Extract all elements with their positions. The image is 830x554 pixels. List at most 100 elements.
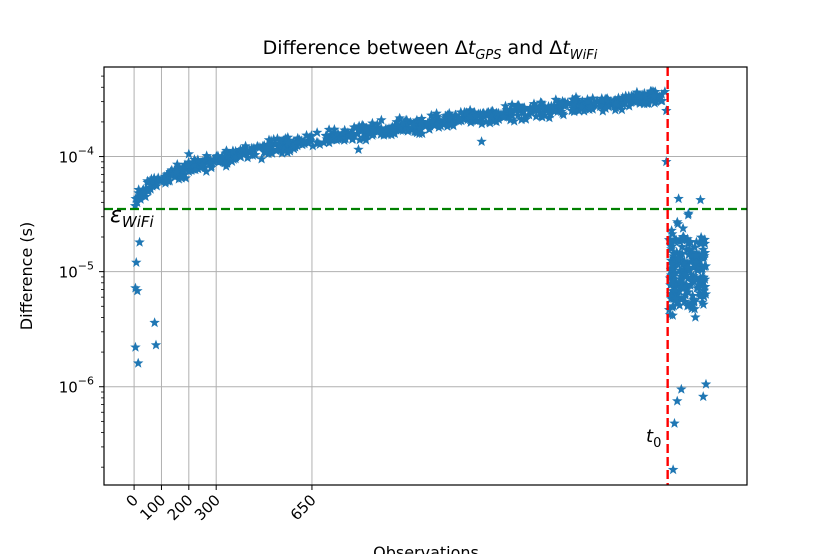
data-point (301, 129, 312, 140)
data-point (415, 123, 426, 133)
data-point (400, 114, 412, 125)
data-point (654, 91, 665, 102)
data-point (486, 111, 497, 122)
data-point (516, 114, 527, 125)
data-point (671, 246, 682, 257)
data-point (697, 248, 708, 259)
data-point (159, 171, 171, 181)
data-point (288, 136, 299, 147)
data-point (477, 113, 488, 124)
data-point (688, 262, 699, 272)
data-point (666, 259, 677, 270)
data-point (605, 99, 616, 110)
data-point (663, 234, 675, 245)
reference-lines (104, 67, 747, 485)
data-point (536, 108, 548, 119)
data-point (130, 341, 141, 352)
data-point (314, 139, 326, 149)
data-point (151, 180, 162, 191)
data-point (683, 209, 694, 220)
data-point (450, 109, 462, 120)
x-axis-label: Observations (373, 543, 479, 554)
data-point (348, 121, 360, 132)
data-point (464, 104, 476, 115)
data-point (130, 282, 141, 293)
data-point (318, 137, 329, 148)
data-point (688, 276, 699, 286)
data-point (390, 119, 401, 130)
data-point (672, 216, 683, 227)
data-point (192, 154, 204, 165)
data-point (668, 300, 679, 311)
data-point (517, 102, 529, 113)
x-tick-label: 200 (164, 491, 197, 524)
data-point (149, 317, 160, 328)
data-point (505, 114, 516, 125)
data-point (665, 236, 677, 247)
data-point (465, 111, 477, 121)
data-point (698, 282, 709, 292)
data-point (334, 132, 346, 143)
data-point (673, 193, 684, 204)
data-point (663, 304, 675, 315)
data-point (197, 156, 209, 166)
data-point (278, 144, 290, 155)
vline-label: t0 (646, 426, 661, 451)
y-axis-label: Difference (s) (17, 222, 36, 330)
data-point (172, 159, 183, 169)
data-point (600, 93, 611, 104)
data-point (530, 111, 542, 121)
data-point (373, 124, 384, 135)
data-point (631, 96, 643, 107)
data-point (196, 159, 208, 170)
data-point (468, 107, 479, 118)
data-point (426, 109, 437, 120)
data-point (146, 173, 157, 184)
data-point (666, 269, 677, 280)
data-point (675, 282, 686, 292)
data-point (656, 88, 667, 99)
data-point (470, 110, 481, 121)
data-point (477, 108, 488, 119)
data-point (227, 145, 239, 156)
data-point (549, 102, 560, 112)
data-point (274, 135, 286, 146)
data-point (495, 108, 507, 119)
hline-label: εWiFi (110, 203, 155, 231)
data-point (273, 140, 284, 151)
data-point (394, 121, 405, 132)
data-point (510, 104, 521, 115)
data-point (140, 191, 151, 202)
data-point (683, 286, 694, 297)
data-point (676, 248, 688, 259)
data-point (562, 97, 573, 108)
data-point (265, 135, 277, 146)
data-point (694, 290, 706, 301)
data-point (514, 104, 525, 115)
data-point (669, 257, 681, 268)
data-point (298, 136, 309, 147)
data-point (506, 99, 518, 110)
data-point (284, 145, 296, 156)
data-point (666, 225, 677, 235)
data-point (596, 95, 607, 105)
data-point (671, 234, 682, 245)
data-point (415, 116, 427, 127)
data-point (547, 105, 559, 115)
data-point (616, 104, 628, 115)
data-point (268, 133, 279, 144)
data-point (263, 148, 274, 159)
data-point (433, 122, 445, 132)
data-point (585, 101, 596, 112)
data-point (256, 153, 267, 164)
data-point (148, 178, 159, 189)
data-point (675, 293, 687, 304)
data-point (263, 140, 274, 151)
data-point (699, 274, 711, 284)
data-point (661, 105, 672, 116)
data-point (472, 115, 483, 126)
data-point (638, 97, 650, 108)
data-point (668, 248, 680, 259)
data-point (221, 151, 232, 162)
data-point (166, 164, 177, 175)
